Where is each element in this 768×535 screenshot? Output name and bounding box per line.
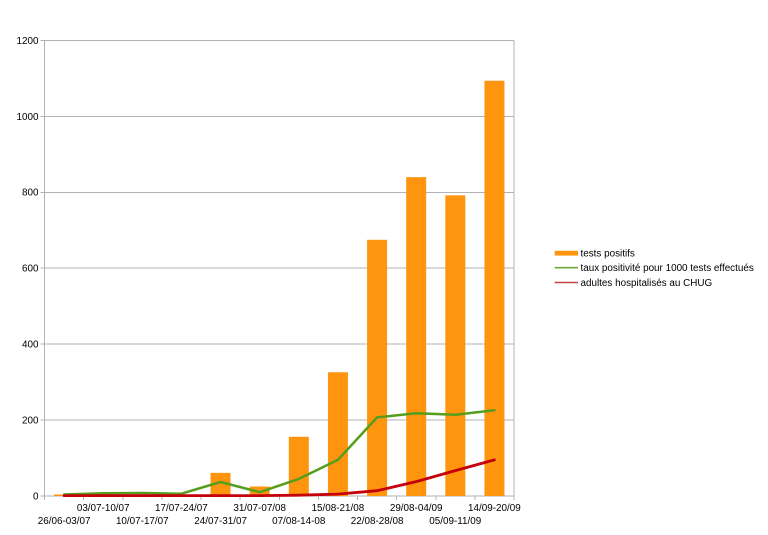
svg-text:22/08-28/08: 22/08-28/08	[351, 516, 404, 527]
svg-text:0: 0	[33, 491, 39, 502]
svg-text:600: 600	[22, 264, 39, 275]
svg-text:15/08-21/08: 15/08-21/08	[312, 503, 365, 514]
svg-text:adultes hospitalisés au CHUG: adultes hospitalisés au CHUG	[581, 278, 713, 289]
svg-text:800: 800	[22, 188, 39, 199]
svg-text:200: 200	[22, 416, 39, 427]
svg-text:tests positifs: tests positifs	[581, 248, 635, 259]
svg-text:1000: 1000	[17, 112, 39, 123]
svg-text:26/06-03/07: 26/06-03/07	[38, 516, 91, 527]
svg-text:17/07-24/07: 17/07-24/07	[155, 503, 208, 514]
svg-text:10/07-17/07: 10/07-17/07	[116, 516, 169, 527]
svg-text:05/09-11/09: 05/09-11/09	[429, 516, 481, 527]
svg-text:14/09-20/09: 14/09-20/09	[468, 503, 521, 514]
svg-text:31/07-07/08: 31/07-07/08	[233, 503, 286, 514]
svg-text:1200: 1200	[17, 36, 39, 47]
svg-text:400: 400	[22, 340, 39, 351]
svg-text:03/07-10/07: 03/07-10/07	[77, 503, 130, 514]
svg-text:29/08-04/09: 29/08-04/09	[390, 503, 443, 514]
svg-text:24/07-31/07: 24/07-31/07	[194, 516, 247, 527]
svg-text:07/08-14-08: 07/08-14-08	[272, 516, 326, 527]
svg-text:taux positivité pour 1000 test: taux positivité pour 1000 tests effectué…	[581, 263, 754, 274]
